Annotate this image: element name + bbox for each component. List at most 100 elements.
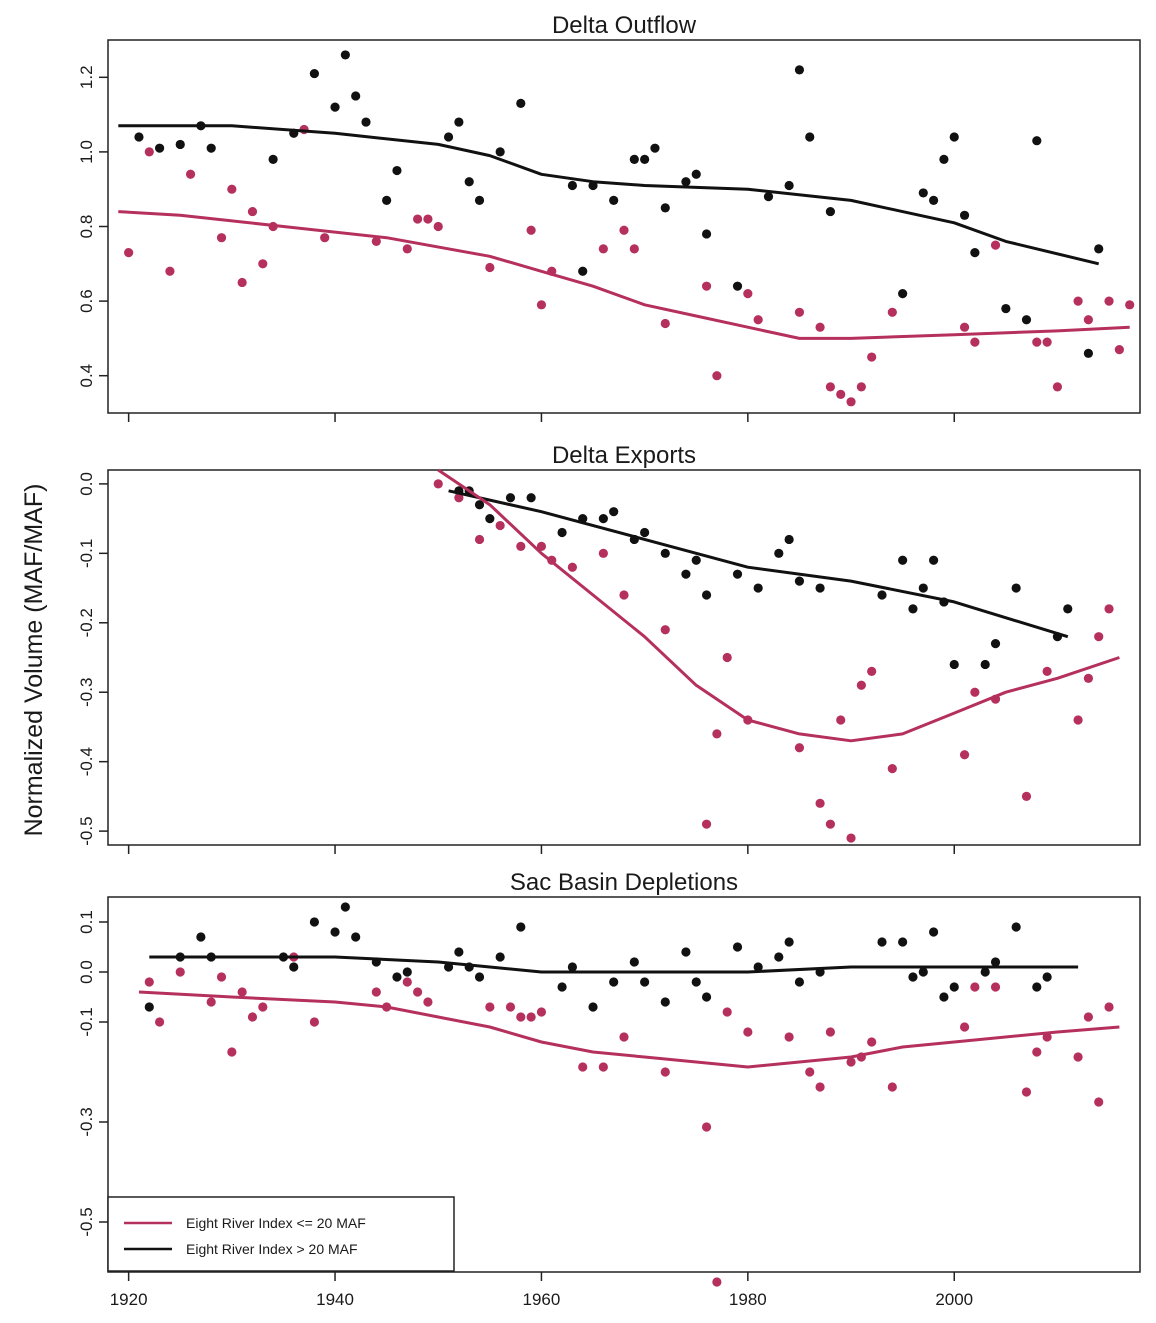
y-tick-label: 0.4 bbox=[77, 364, 96, 388]
data-point bbox=[196, 932, 206, 942]
data-point bbox=[526, 225, 536, 235]
data-point bbox=[867, 352, 877, 362]
x-tick-label: 1940 bbox=[316, 1290, 354, 1309]
data-point bbox=[701, 281, 712, 291]
data-point bbox=[701, 819, 712, 829]
trend-line-eight-river-index-20-maf bbox=[138, 990, 1120, 1069]
data-point bbox=[185, 169, 196, 179]
data-point bbox=[774, 952, 784, 962]
data-point bbox=[1032, 337, 1042, 347]
data-point bbox=[918, 188, 928, 198]
data-point bbox=[712, 371, 722, 381]
data-point bbox=[939, 154, 949, 164]
data-point bbox=[516, 98, 526, 109]
legend-label-dry: Eight River Index <= 20 MAF bbox=[186, 1215, 366, 1231]
data-point bbox=[536, 300, 547, 310]
data-point bbox=[929, 927, 939, 937]
data-point bbox=[309, 68, 319, 79]
data-point bbox=[227, 1047, 237, 1057]
data-point bbox=[433, 479, 443, 489]
data-point bbox=[206, 143, 216, 153]
data-point bbox=[825, 382, 836, 392]
data-point bbox=[557, 527, 567, 538]
data-point bbox=[918, 967, 928, 977]
y-tick-label: -0.3 bbox=[77, 1107, 96, 1136]
data-point bbox=[1094, 1097, 1104, 1107]
data-point bbox=[567, 562, 578, 572]
data-point bbox=[794, 307, 805, 317]
data-point bbox=[990, 957, 1001, 967]
data-point bbox=[1032, 982, 1042, 992]
y-tick-label: 1.2 bbox=[77, 65, 96, 89]
data-point bbox=[898, 937, 908, 947]
data-point bbox=[784, 180, 794, 191]
data-point bbox=[1073, 296, 1083, 306]
data-point bbox=[237, 987, 247, 997]
y-tick-label: 0.1 bbox=[77, 910, 96, 934]
data-point bbox=[681, 177, 691, 187]
data-point bbox=[371, 236, 381, 247]
data-point bbox=[598, 244, 608, 254]
data-point bbox=[980, 659, 990, 670]
data-point bbox=[836, 715, 846, 725]
y-tick-label: -0.1 bbox=[77, 539, 96, 568]
data-point bbox=[495, 952, 505, 962]
x-tick-label: 1960 bbox=[523, 1290, 561, 1309]
x-tick-label: 2000 bbox=[935, 1290, 973, 1309]
data-point bbox=[371, 987, 381, 997]
data-point bbox=[485, 514, 495, 524]
data-point bbox=[794, 576, 805, 586]
data-point bbox=[846, 1057, 856, 1067]
data-point bbox=[598, 1062, 608, 1072]
data-point bbox=[144, 1002, 154, 1012]
data-point bbox=[1125, 300, 1135, 310]
plot-frame bbox=[107, 469, 1141, 846]
series-eight-river-index-20-maf bbox=[124, 124, 1135, 407]
data-point bbox=[454, 493, 464, 503]
data-point bbox=[898, 555, 908, 565]
data-point bbox=[402, 977, 412, 987]
data-point bbox=[619, 1032, 629, 1042]
data-point bbox=[402, 244, 412, 254]
data-point bbox=[794, 743, 805, 753]
panel-delta-exports: Delta Exports 0.0 -0.1 -0.2 -0.3 -0.4 -0.5 bbox=[77, 442, 1141, 854]
data-point bbox=[959, 322, 970, 332]
data-point bbox=[392, 165, 402, 176]
data-point bbox=[887, 307, 897, 317]
y-tick-label: 0.8 bbox=[77, 215, 96, 239]
data-point bbox=[949, 132, 959, 142]
data-point bbox=[340, 902, 350, 912]
data-point bbox=[629, 154, 639, 164]
data-point bbox=[712, 729, 722, 739]
panel-delta-outflow: Delta Outflow 0.4 0.6 0.8 1.0 1.2 bbox=[77, 12, 1141, 422]
data-point bbox=[970, 687, 980, 697]
data-point bbox=[929, 555, 939, 565]
data-point bbox=[134, 132, 144, 142]
data-point bbox=[794, 977, 805, 987]
data-point bbox=[1011, 583, 1021, 593]
data-point bbox=[206, 997, 216, 1007]
data-point bbox=[237, 277, 247, 288]
data-point bbox=[1073, 715, 1083, 725]
data-point bbox=[763, 192, 774, 202]
data-point bbox=[247, 1012, 258, 1022]
series-eight-river-index-20-maf bbox=[433, 479, 1114, 843]
data-point bbox=[516, 541, 526, 551]
legend: Eight River Index <= 20 MAF Eight River … bbox=[107, 1196, 455, 1272]
data-point bbox=[1032, 1047, 1042, 1057]
data-point bbox=[732, 281, 743, 291]
y-tick-label: -0.1 bbox=[77, 1007, 96, 1036]
data-point bbox=[640, 527, 650, 538]
trend-line-eight-river-index-20-maf bbox=[118, 124, 1100, 266]
data-point bbox=[165, 266, 175, 276]
data-point bbox=[433, 221, 443, 232]
data-point bbox=[867, 666, 877, 676]
data-point bbox=[536, 1007, 547, 1017]
data-point bbox=[578, 1062, 588, 1072]
data-point bbox=[846, 833, 856, 843]
data-point bbox=[1083, 673, 1093, 683]
data-point bbox=[320, 233, 330, 243]
data-point bbox=[908, 972, 918, 982]
data-point bbox=[216, 233, 227, 243]
